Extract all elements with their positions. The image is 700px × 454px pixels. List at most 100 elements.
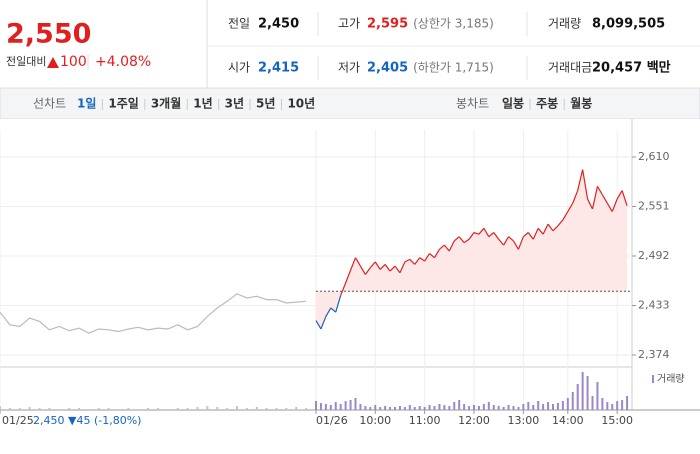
- x-tick-label: 01/26: [316, 414, 348, 427]
- volume-bar: [339, 404, 342, 410]
- volume-bar: [236, 406, 238, 410]
- x-tick-label: 10:00: [359, 414, 391, 427]
- price-segment: [596, 186, 603, 196]
- tab[interactable]: 5년: [256, 97, 275, 111]
- volume-bar: [537, 401, 540, 410]
- volume-bar: [443, 405, 446, 410]
- volume-bar: [295, 407, 298, 410]
- price-segment: [591, 186, 599, 210]
- tab[interactable]: 10년: [287, 97, 315, 111]
- volume-bar: [344, 401, 347, 410]
- tab[interactable]: 1일: [77, 97, 96, 111]
- volume-bar: [408, 405, 411, 410]
- volume-bar: [0, 406, 1, 410]
- price-segment: [448, 240, 455, 252]
- volume-bar: [147, 408, 150, 410]
- tab-label: 봉차트: [456, 97, 489, 111]
- legend-swatch: [652, 375, 654, 383]
- price-segment: [488, 232, 495, 238]
- volume-bar: [487, 402, 490, 410]
- volume-bar: [601, 398, 604, 410]
- plot: [0, 130, 632, 410]
- price-segment: [350, 257, 357, 271]
- x-tick-label: 11:00: [409, 414, 441, 427]
- x-tick-label: 14:00: [552, 414, 584, 427]
- price-segment: [458, 236, 465, 243]
- prev-note: 2,450 ▼45 (-1,80%): [33, 414, 141, 427]
- tab[interactable]: 3개월: [151, 96, 181, 111]
- x-tick-label: 12:00: [458, 414, 490, 427]
- price-segment: [552, 225, 559, 232]
- stat-label: 거래량: [548, 17, 581, 31]
- volume-bar: [319, 403, 322, 410]
- volume-bar: [379, 407, 382, 410]
- price-segment: [330, 307, 337, 313]
- tab[interactable]: 1주일: [108, 97, 138, 111]
- volume-bar: [463, 404, 466, 410]
- volume-bar: [517, 407, 520, 410]
- volume-bar: [394, 407, 396, 410]
- change-rate: +4.08%: [95, 54, 151, 70]
- volume-bar: [428, 405, 431, 410]
- stat-value: 2,595: [367, 17, 408, 32]
- volume-bar: [482, 404, 485, 410]
- volume-bar: [245, 408, 248, 410]
- y-tick-label: 2,610: [638, 150, 670, 163]
- volume-bar: [186, 408, 189, 410]
- tab[interactable]: 1년: [193, 97, 212, 111]
- volume-bar: [216, 407, 219, 410]
- stat-value: 2,415: [258, 61, 299, 76]
- volume-bar: [8, 408, 11, 410]
- volume-bar: [398, 406, 401, 410]
- price-segment: [562, 211, 569, 221]
- price-segment: [557, 219, 564, 227]
- volume-bar: [305, 408, 308, 410]
- x-tick-label: 15:00: [601, 414, 633, 427]
- price-segment: [463, 238, 470, 244]
- volume-bar: [468, 406, 471, 410]
- tab[interactable]: 월봉: [570, 96, 592, 111]
- price-segment: [498, 238, 505, 246]
- volume-bar: [58, 409, 61, 410]
- volume-bar: [556, 403, 559, 410]
- price-segment: [601, 194, 608, 204]
- volume-bar: [374, 405, 377, 410]
- volume-bar: [596, 382, 599, 410]
- volume-bar: [384, 406, 387, 410]
- volume-bar: [255, 407, 258, 410]
- price-segment: [384, 264, 391, 272]
- volume-bar: [324, 404, 327, 410]
- volume-bar: [359, 404, 362, 410]
- volume-bar: [349, 400, 352, 410]
- volume-bar: [137, 409, 140, 410]
- stat-value: 2,450: [258, 17, 299, 32]
- volume-bar: [492, 405, 495, 410]
- price-segment: [512, 240, 519, 250]
- tab[interactable]: 3년: [225, 97, 244, 111]
- volume-bar: [206, 406, 209, 410]
- price-segment: [379, 263, 386, 270]
- price-segment: [611, 198, 618, 212]
- tab[interactable]: 주봉: [536, 97, 558, 111]
- tab[interactable]: 일봉: [502, 97, 524, 111]
- price-segment: [572, 190, 579, 204]
- price-segment: [468, 232, 475, 240]
- volume-bar: [581, 372, 584, 410]
- volume-bar: [28, 407, 31, 410]
- volume-bar: [97, 408, 100, 410]
- price-segment: [439, 244, 445, 250]
- price-segment: [621, 190, 628, 206]
- volume-bar: [433, 406, 436, 410]
- volume-bar: [413, 407, 416, 410]
- price-segment: [399, 261, 406, 274]
- up-arrow: [47, 57, 59, 68]
- price-segment: [547, 223, 554, 232]
- price-segment: [532, 228, 539, 240]
- y-tick-label: 2,374: [638, 348, 670, 361]
- volume-bar: [438, 404, 441, 410]
- volume-bar: [157, 408, 159, 410]
- stat-label: 시가: [228, 61, 250, 75]
- price: 2,550: [6, 19, 91, 50]
- price-segment: [587, 198, 594, 210]
